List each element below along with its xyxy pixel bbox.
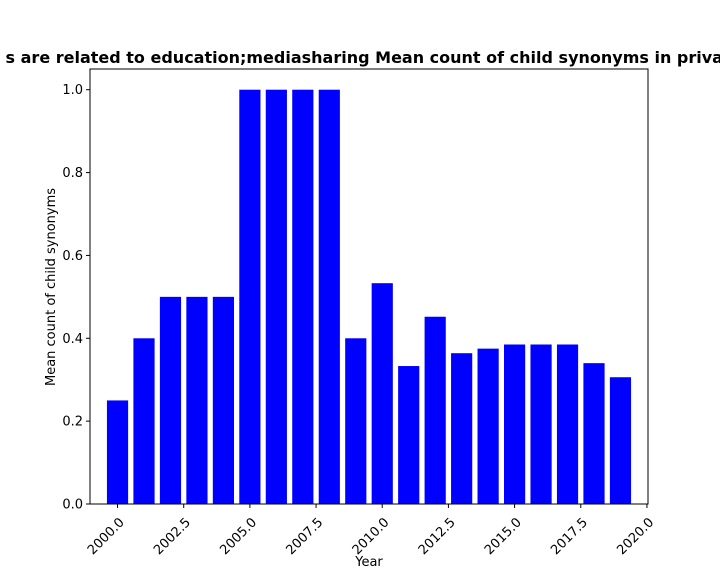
bar-2009 — [345, 338, 367, 504]
bar-2019 — [609, 377, 632, 504]
x-tick-label: 2012.5 — [416, 515, 459, 558]
plot-frame — [89, 68, 649, 505]
bar-2002 — [159, 296, 182, 504]
y-tick-label: 0.4 — [62, 332, 83, 347]
y-axis-label: Mean count of child synonyms — [44, 188, 59, 386]
bar-2001 — [133, 338, 155, 504]
bar-2010 — [371, 283, 393, 504]
bars-group — [106, 89, 632, 505]
bar-2015 — [504, 344, 526, 504]
x-tick-label: 2020.0 — [614, 515, 657, 558]
bar-2007 — [292, 89, 314, 505]
x-axis: 2000.0 2002.5 2005.0 2007.5 2010.0 2012.5 2015… — [85, 504, 657, 558]
x-tick-label: 2007.5 — [283, 515, 326, 558]
x-tick-label: 2015.0 — [482, 515, 525, 558]
bar-2016 — [530, 344, 552, 504]
chart-title: s are related to education;mediasharing … — [6, 48, 720, 67]
bar-2013 — [451, 353, 473, 504]
bar-2017 — [556, 344, 579, 504]
y-tick-label: 0.6 — [62, 249, 83, 264]
bar-2012 — [424, 316, 446, 504]
x-tick-label: 2000.0 — [85, 515, 128, 558]
bar-2018 — [583, 363, 605, 504]
bar-2006 — [265, 89, 287, 505]
bar-2000 — [106, 400, 129, 504]
bar-2005 — [239, 89, 261, 505]
y-tick-label: 0.2 — [62, 415, 83, 430]
y-tick-label: 1.0 — [62, 83, 83, 98]
y-tick-label: 0.0 — [62, 498, 83, 513]
bar-2011 — [398, 366, 420, 504]
x-tick-label: 2017.5 — [548, 515, 591, 558]
x-tick-label: 2005.0 — [217, 515, 260, 558]
bar-2014 — [477, 348, 499, 504]
bar-2003 — [186, 296, 208, 504]
x-axis-label: Year — [354, 555, 383, 570]
y-axis: 0.0 0.2 0.4 0.6 0.8 1.0 — [62, 83, 90, 513]
bar-2004 — [212, 296, 234, 504]
y-tick-label: 0.8 — [62, 166, 83, 181]
x-tick-label: 2002.5 — [151, 515, 194, 558]
bar-2008 — [318, 89, 340, 505]
x-tick-label: 2010.0 — [350, 515, 393, 558]
